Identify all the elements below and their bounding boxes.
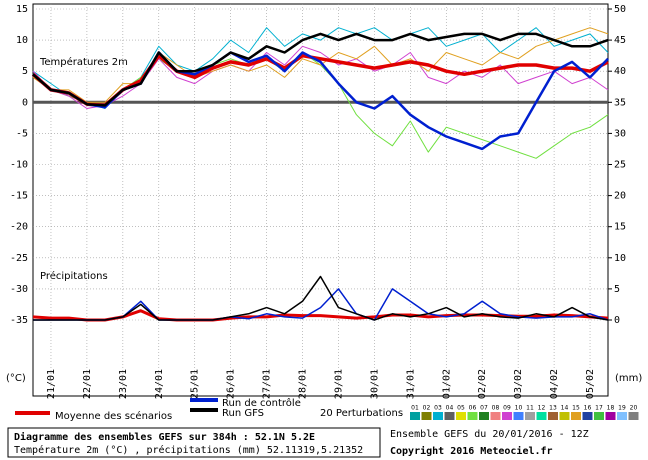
perturbation-swatch: [513, 412, 524, 420]
footer-box: [7, 427, 381, 458]
series-line: [33, 275, 609, 321]
perturbation-label: 03: [434, 405, 442, 412]
perturbation-label: 07: [480, 405, 488, 412]
perturbation-swatch: [628, 412, 639, 420]
series-line: [32, 32, 609, 107]
y-tick-label: 0: [22, 97, 28, 108]
perturbation-label: 18: [607, 405, 615, 412]
y-tick-label: -30: [10, 284, 28, 295]
perturbation-label: 02: [423, 405, 431, 412]
perturbation-swatch: [525, 412, 535, 420]
perturbation-swatch: [433, 412, 443, 420]
footer-subtitle: Température 2m (°C) , précipitations (mm…: [14, 444, 363, 456]
legend-label: Run GFS: [222, 408, 264, 419]
perturbation-swatch: [559, 412, 570, 420]
y2-unit: (mm): [615, 373, 642, 384]
y2-tick-label: 45: [614, 35, 626, 46]
perturbation-label: 16: [584, 405, 592, 412]
perturbation-swatch: [410, 412, 420, 420]
legend-label: Moyenne des scénarios: [55, 410, 172, 422]
x-tick-label: 23/01: [118, 369, 129, 399]
perturbation-label: 13: [549, 405, 557, 412]
y-tick-label: -15: [10, 191, 28, 202]
y-tick-label: 10: [16, 35, 28, 46]
perturbation-label: 12: [538, 405, 546, 412]
perturbation-label: 20: [630, 405, 638, 412]
x-tick-label: 02/02: [477, 369, 488, 399]
perturbation-swatch: [548, 412, 558, 420]
x-tick-label: 01/02: [441, 369, 452, 399]
perturbation-swatch: [456, 412, 466, 420]
x-tick-label: 30/01: [369, 369, 380, 399]
legend-label: Run de contrôle: [222, 397, 301, 409]
perturbation-label: 06: [469, 405, 477, 412]
perturbation-label: 05: [457, 405, 465, 412]
perturbation-label: 01: [411, 405, 419, 412]
footer-title: Diagramme des ensembles GEFS sur 384h : …: [14, 431, 315, 443]
series-line: [32, 45, 609, 109]
perturbation-label: 11: [526, 405, 534, 412]
y-tick-label: -10: [10, 160, 28, 171]
plot-frame: [32, 3, 609, 397]
y2-tick-label: 25: [614, 160, 626, 171]
perturbation-label: 10: [515, 405, 523, 412]
perturbation-swatch: [502, 412, 512, 420]
series-line: [33, 288, 609, 321]
y2-tick-label: 40: [614, 66, 626, 77]
y-tick-label: 5: [22, 66, 28, 77]
y-tick-label: -25: [10, 253, 28, 264]
series-line: [32, 27, 609, 103]
perturbation-legend-title: 20 Perturbations: [320, 408, 403, 419]
y2-tick-label: 5: [614, 284, 620, 295]
x-tick-label: 22/01: [82, 369, 93, 399]
perturbation-swatch: [479, 412, 489, 420]
x-tick-label: 05/02: [585, 369, 596, 399]
perturbation-swatch: [490, 412, 501, 420]
y2-tick-label: 50: [614, 4, 626, 15]
x-tick-label: 26/01: [226, 369, 237, 399]
x-tick-label: 29/01: [333, 369, 344, 399]
x-tick-label: 31/01: [405, 369, 416, 399]
y2-tick-label: 15: [614, 222, 626, 233]
perturbation-swatch: [582, 412, 593, 420]
y2-tick-label: 35: [614, 97, 626, 108]
perturbation-label: 19: [618, 405, 626, 412]
perturbation-swatch: [421, 412, 432, 420]
perturbation-swatch: [444, 412, 455, 420]
y-unit: (°C): [6, 373, 26, 384]
perturbation-swatch: [605, 412, 616, 420]
y-tick-label: 15: [16, 4, 28, 15]
y-tick-label: -5: [16, 128, 28, 139]
perturbation-swatch: [571, 412, 581, 420]
perturbation-swatch: [594, 412, 604, 420]
perturbation-label: 04: [446, 405, 454, 412]
perturbation-swatch: [617, 412, 627, 420]
x-tick-label: 24/01: [154, 369, 165, 399]
perturbation-label: 15: [572, 405, 580, 412]
y2-tick-label: 10: [614, 253, 626, 264]
perturbation-label: 17: [595, 405, 603, 412]
perturbation-swatch: [536, 412, 547, 420]
footer-copyright: Copyright 2016 Meteociel.fr: [390, 445, 553, 457]
y-tick-label: -35: [10, 315, 28, 326]
x-tick-label: 28/01: [298, 369, 309, 399]
temperature-annotation: Températures 2m: [39, 56, 128, 68]
y2-tick-label: 20: [614, 191, 626, 202]
perturbation-swatch: [467, 412, 478, 420]
x-tick-label: 25/01: [190, 369, 201, 399]
footer-run: Ensemble GEFS du 20/01/2016 - 12Z: [390, 429, 589, 440]
perturbation-label: 08: [492, 405, 500, 412]
perturbation-label: 14: [561, 405, 569, 412]
y2-tick-label: 0: [614, 315, 620, 326]
perturbation-label: 09: [503, 405, 511, 412]
y2-tick-label: 30: [614, 128, 626, 139]
x-tick-label: 04/02: [549, 369, 560, 399]
x-tick-label: 03/02: [513, 369, 524, 399]
y-tick-label: -20: [10, 222, 28, 233]
x-tick-label: 21/01: [46, 369, 57, 399]
precipitation-annotation: Précipitations: [40, 270, 108, 282]
x-tick-label: 27/01: [262, 369, 273, 399]
